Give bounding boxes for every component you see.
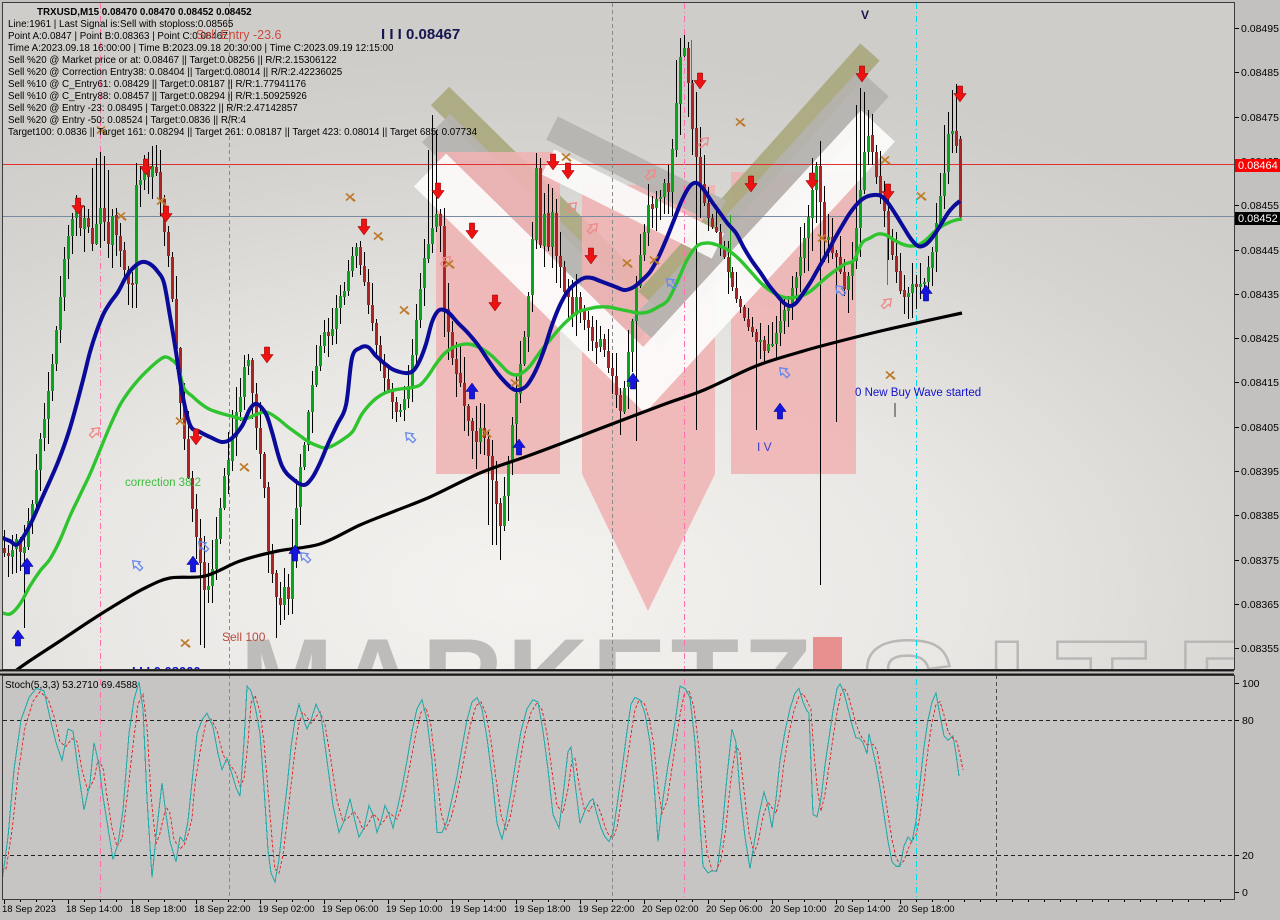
svg-text:0.08464: 0.08464 — [1238, 160, 1278, 172]
svg-text:80: 80 — [1242, 715, 1254, 727]
svg-text:19 Sep 22:00: 19 Sep 22:00 — [578, 904, 635, 915]
svg-text:Sell %20 @ Entry -50: 0.08524: Sell %20 @ Entry -50: 0.08524 | Target:0… — [8, 115, 247, 126]
svg-text:Stoch(5,3,3) 53.2710 69.4588: Stoch(5,3,3) 53.2710 69.4588 — [5, 680, 138, 691]
svg-text:20: 20 — [1242, 850, 1254, 862]
svg-text:100: 100 — [1242, 678, 1260, 690]
svg-text:0.08355: 0.08355 — [1241, 643, 1279, 655]
svg-text:Sell Entry -23.6: Sell Entry -23.6 — [196, 28, 282, 42]
svg-text:0.08405: 0.08405 — [1241, 422, 1279, 434]
svg-text:0.08415: 0.08415 — [1241, 377, 1279, 389]
svg-text:18 Sep 14:00: 18 Sep 14:00 — [66, 904, 123, 915]
svg-text:Point A:0.0847 | Point B:0.083: Point A:0.0847 | Point B:0.08363 | Point… — [8, 31, 228, 42]
svg-text:Sell 100: Sell 100 — [222, 630, 266, 644]
svg-text:0.08375: 0.08375 — [1241, 555, 1279, 567]
svg-text:SITE: SITE — [858, 609, 1280, 777]
svg-text:Sell %20 @ Market price or at:: Sell %20 @ Market price or at: 0.08467 |… — [8, 55, 337, 66]
svg-text:20 Sep 02:00: 20 Sep 02:00 — [642, 904, 699, 915]
svg-text:V: V — [861, 8, 869, 22]
svg-text:MARKETZ: MARKETZ — [240, 616, 815, 741]
svg-text:0.08455: 0.08455 — [1241, 200, 1279, 212]
svg-text:18 Sep 22:00: 18 Sep 22:00 — [194, 904, 251, 915]
svg-text:0.08425: 0.08425 — [1241, 333, 1279, 345]
svg-text:19 Sep 06:00: 19 Sep 06:00 — [322, 904, 379, 915]
svg-text:I I I 0.08467: I I I 0.08467 — [381, 26, 460, 43]
svg-text:Time A:2023.09.18 16:00:00 | T: Time A:2023.09.18 16:00:00 | Time B:2023… — [8, 43, 394, 54]
svg-text:0.08385: 0.08385 — [1241, 510, 1279, 522]
svg-text:20 Sep 10:00: 20 Sep 10:00 — [770, 904, 827, 915]
svg-text:Sell %10 @ C_Entry88: 0.08457: Sell %10 @ C_Entry88: 0.08457 || Target:… — [8, 91, 307, 102]
svg-text:20 Sep 14:00: 20 Sep 14:00 — [834, 904, 891, 915]
svg-text:0.08445: 0.08445 — [1241, 245, 1279, 257]
svg-text:Sell %10 @ C_Entry61: 0.08429: Sell %10 @ C_Entry61: 0.08429 || Target:… — [8, 79, 307, 90]
svg-text:Sell %20 @ Correction Entry38:: Sell %20 @ Correction Entry38: 0.08404 |… — [8, 67, 343, 78]
svg-text:I V: I V — [757, 440, 772, 454]
svg-text:0.08475: 0.08475 — [1241, 112, 1279, 124]
svg-text:19 Sep 18:00: 19 Sep 18:00 — [514, 904, 571, 915]
svg-text:0.08495: 0.08495 — [1241, 23, 1279, 35]
svg-text:0.08395: 0.08395 — [1241, 466, 1279, 478]
svg-text:TRXUSD,M15 0.08470 0.08470 0.: TRXUSD,M15 0.08470 0.08470 0.08452 0.084… — [37, 7, 252, 18]
svg-text:19 Sep 10:00: 19 Sep 10:00 — [386, 904, 443, 915]
svg-text:0 New Buy Wave started: 0 New Buy Wave started — [855, 387, 981, 399]
svg-text:18 Sep 2023: 18 Sep 2023 — [2, 904, 56, 915]
svg-text:Sell %20 @ Entry -23: 0.08495: Sell %20 @ Entry -23: 0.08495 | Target:0… — [8, 103, 298, 114]
svg-text:correction 38.2: correction 38.2 — [125, 477, 201, 489]
svg-text:0.08452: 0.08452 — [1238, 213, 1278, 225]
svg-text:20 Sep 18:00: 20 Sep 18:00 — [898, 904, 955, 915]
svg-text:Target100: 0.0836 || Target 16: Target100: 0.0836 || Target 161: 0.08294… — [8, 127, 478, 138]
svg-text:18 Sep 18:00: 18 Sep 18:00 — [130, 904, 187, 915]
svg-text:19 Sep 02:00: 19 Sep 02:00 — [258, 904, 315, 915]
svg-text:0.08435: 0.08435 — [1241, 289, 1279, 301]
svg-text:Line:1961 | Last Signal is:Sel: Line:1961 | Last Signal is:Sell with sto… — [8, 19, 234, 30]
svg-text:19 Sep 14:00: 19 Sep 14:00 — [450, 904, 507, 915]
svg-text:20 Sep 06:00: 20 Sep 06:00 — [706, 904, 763, 915]
svg-text:0.08485: 0.08485 — [1241, 67, 1279, 79]
svg-text:0.08365: 0.08365 — [1241, 599, 1279, 611]
svg-text:I I I 0.08000: I I I 0.08000 — [132, 664, 201, 679]
svg-text:0: 0 — [1242, 887, 1248, 899]
